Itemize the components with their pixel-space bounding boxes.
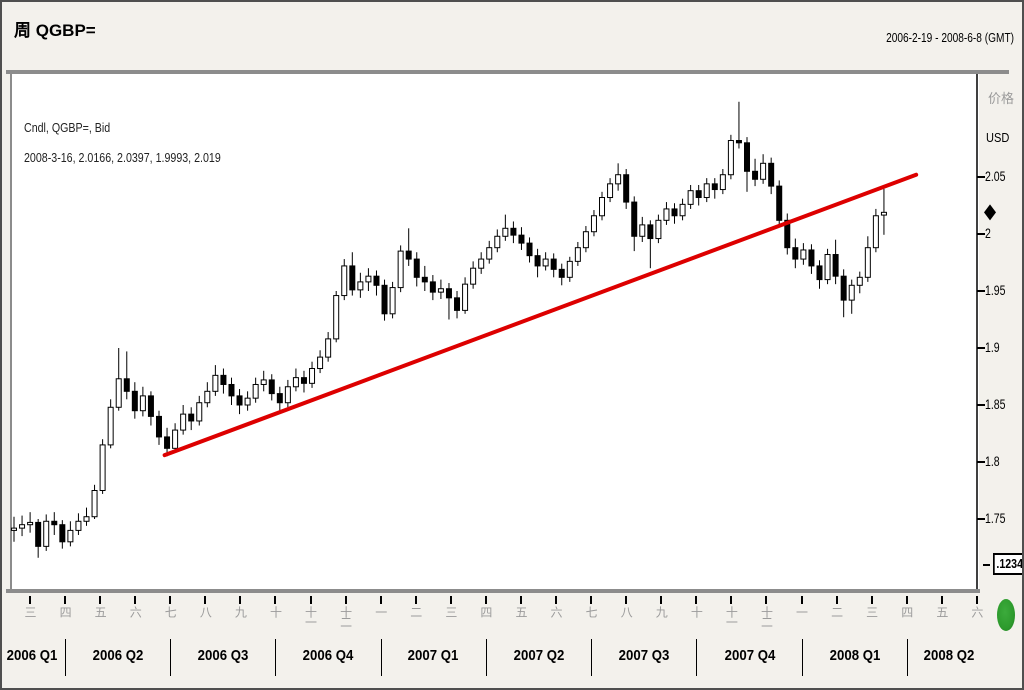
x-axis-month-tick — [730, 596, 733, 604]
x-axis-month-tick — [625, 596, 628, 604]
plot-border-top — [6, 70, 1009, 74]
x-axis-month-tick — [239, 596, 242, 604]
x-axis-month-tick — [695, 596, 698, 604]
x-axis-month-label: 三 — [864, 606, 879, 616]
x-axis-month-tick — [169, 596, 172, 604]
x-axis-month-tick — [204, 596, 207, 604]
quarter-separator — [696, 639, 698, 676]
x-axis-month-label: 七 — [163, 606, 178, 616]
last-price-diamond-marker — [984, 204, 996, 221]
x-axis-month-tick — [835, 596, 838, 604]
x-axis-month-tick — [29, 596, 31, 604]
x-axis-quarter-label: 2006 Q4 — [302, 647, 354, 664]
x-axis-month-label: 八 — [619, 606, 634, 616]
x-axis-month-label: 五 — [93, 606, 108, 616]
x-axis-month-tick — [344, 596, 347, 604]
x-axis-month-label: 七 — [584, 606, 599, 616]
quarter-separator — [591, 639, 593, 676]
x-axis-month-label: 一 — [373, 606, 388, 616]
x-axis-month-label: 十 — [689, 606, 704, 616]
x-axis-month-tick — [590, 596, 593, 604]
x-axis-month-label: 十二 — [338, 606, 353, 626]
x-axis-month-label: 二 — [408, 606, 423, 616]
x-axis-month-tick — [765, 596, 768, 604]
x-axis-month-label: 二 — [829, 606, 844, 616]
x-axis-month-label: 一 — [794, 606, 809, 616]
x-axis-quarter-label: 2008 Q1 — [829, 647, 881, 664]
x-axis-month-tick — [940, 596, 943, 604]
x-axis-month-tick — [449, 596, 452, 604]
x-axis-quarter-label: 2007 Q3 — [618, 647, 670, 664]
x-axis-month-label: 五 — [934, 606, 949, 616]
plot-area[interactable] — [10, 74, 996, 589]
legend-ohlc-values: 2008-3-16, 2.0166, 2.0397, 1.9993, 2.019 — [24, 150, 221, 165]
plot-border-bottom — [6, 589, 980, 593]
quarter-separator — [170, 639, 172, 676]
x-axis-quarter-label: 2008 Q2 — [923, 647, 975, 664]
decimal-box-tick — [983, 564, 990, 566]
window-title: 周 QGBP= — [14, 21, 96, 40]
x-axis-month-label: 四 — [58, 606, 73, 616]
x-axis-quarter-label: 2007 Q4 — [724, 647, 776, 664]
legend-series-label: Cndl, QGBP=, Bid — [24, 120, 111, 135]
y-axis-tick-label: 1.95 — [985, 283, 1006, 298]
quarter-separator — [380, 639, 382, 676]
y-axis-currency-label: USD — [986, 130, 1010, 145]
x-axis-month-tick — [870, 596, 873, 604]
x-axis-quarter-label: 2006 Q3 — [197, 647, 249, 664]
x-axis-month-tick — [64, 596, 67, 604]
x-axis-month-label: 三 — [443, 606, 458, 616]
quarter-separator — [801, 639, 803, 676]
x-axis-month-tick — [99, 596, 102, 604]
x-axis-month-label: 六 — [549, 606, 564, 616]
x-axis-month-tick — [975, 596, 978, 604]
x-axis-month-label: 九 — [233, 606, 248, 616]
x-axis-month-tick — [519, 596, 522, 604]
date-range-label: 2006-2-19 - 2008-6-8 (GMT) — [886, 30, 1014, 45]
x-axis-month-tick — [555, 596, 558, 604]
x-axis-month-label: 八 — [198, 606, 213, 616]
candlestick-chart-canvas[interactable] — [11, 74, 996, 589]
x-axis-quarter-label: 2007 Q2 — [513, 647, 565, 664]
x-axis-month-label: 六 — [128, 606, 143, 616]
x-axis-month-tick — [274, 596, 277, 604]
x-axis-month-label: 三 — [23, 606, 37, 616]
x-axis-month-label: 五 — [513, 606, 528, 616]
x-axis-month-label: 十一 — [724, 606, 739, 626]
quarter-separator — [906, 639, 908, 676]
x-axis-month-label: 十二 — [759, 606, 774, 626]
x-axis-month-tick — [309, 596, 312, 604]
x-axis-month-tick — [414, 596, 417, 604]
x-axis-quarter-label: 2006 Q2 — [92, 647, 144, 664]
status-indicator-icon[interactable] — [997, 599, 1015, 631]
y-axis-tick-label: 1.75 — [985, 511, 1006, 526]
decimal-precision-box[interactable]: .1234 — [993, 553, 1022, 575]
quarter-separator — [485, 639, 487, 676]
quarter-separator — [275, 639, 277, 676]
y-axis-tick-label: 2 — [985, 226, 991, 241]
y-axis-tick-label: 1.8 — [985, 454, 1000, 469]
x-axis-month-label: 十一 — [303, 606, 318, 626]
x-axis-month-label: 十 — [268, 606, 283, 616]
x-axis-month-label: 四 — [478, 606, 493, 616]
x-axis-month-label: 六 — [969, 606, 984, 616]
x-axis-month-tick — [134, 596, 137, 604]
x-axis-month-tick — [800, 596, 803, 604]
y-axis-tick-label: 1.85 — [985, 397, 1006, 412]
y-axis-tick-label: 2.05 — [985, 169, 1006, 184]
x-axis-month-tick — [660, 596, 663, 604]
quarter-separator — [65, 639, 67, 676]
x-axis-month-tick — [379, 596, 382, 604]
x-axis-month-tick — [905, 596, 908, 604]
x-axis-month-label: 四 — [899, 606, 914, 616]
x-axis-month-tick — [484, 596, 487, 604]
x-axis-quarter-label: 2007 Q1 — [407, 647, 459, 664]
x-axis-month-label: 九 — [654, 606, 669, 616]
y-axis-title-price: 价格 — [988, 91, 1015, 106]
x-axis-quarter-label: 2006 Q1 — [6, 647, 58, 664]
y-axis-tick-label: 1.9 — [985, 340, 1000, 355]
